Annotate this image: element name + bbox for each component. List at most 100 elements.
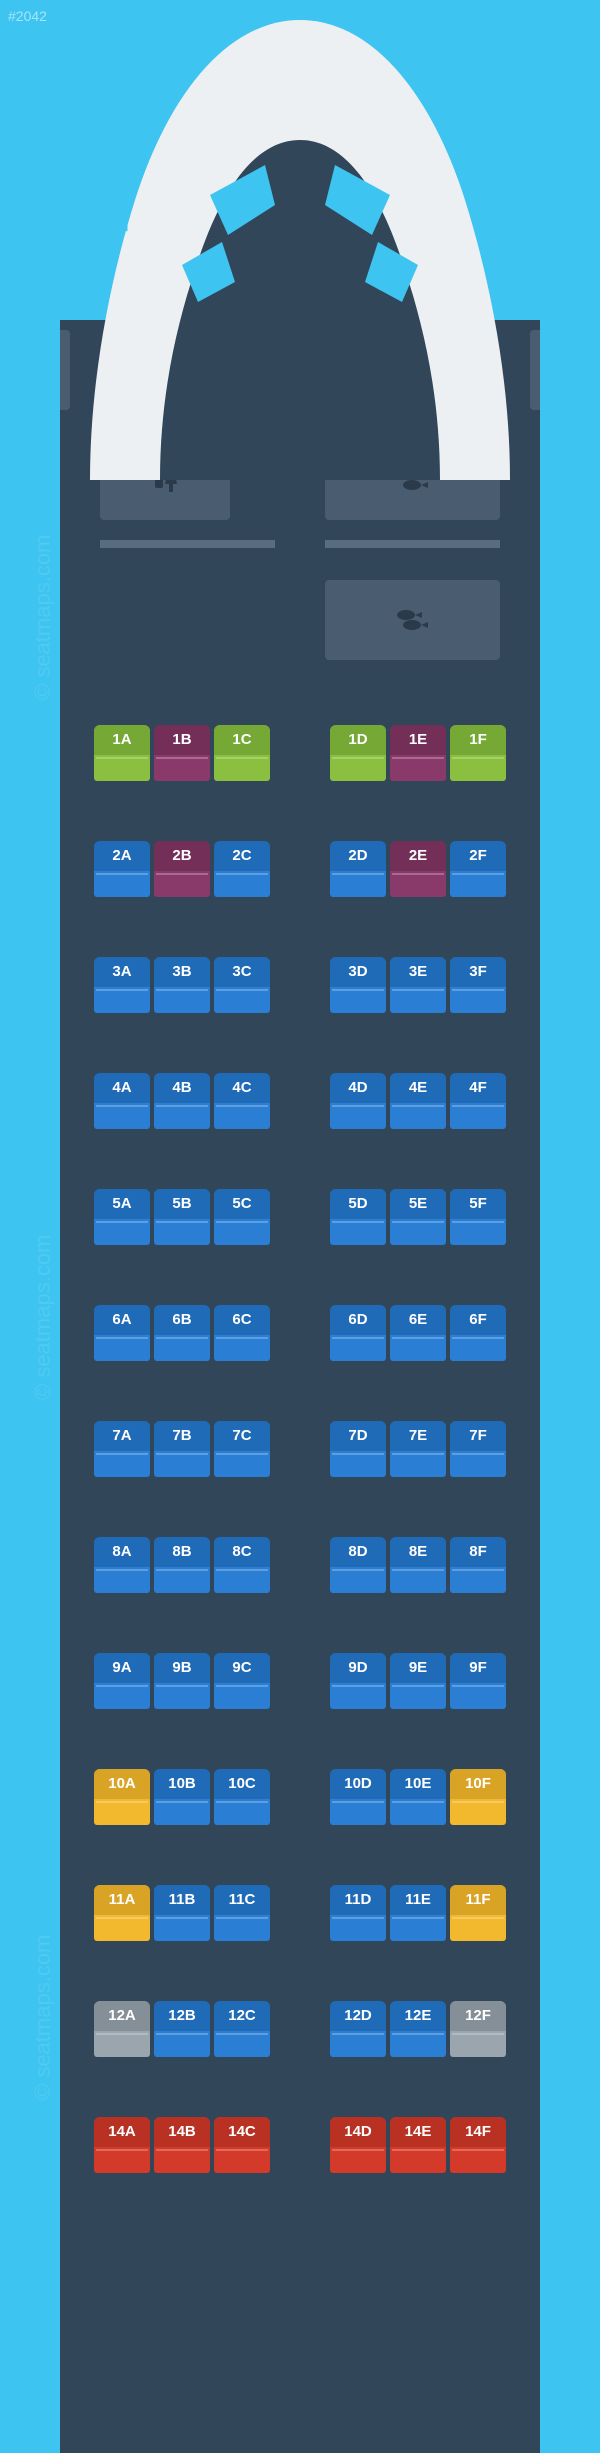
seat-9E[interactable]: 9E — [390, 1653, 446, 1709]
seat-9B[interactable]: 9B — [154, 1653, 210, 1709]
seat-11A[interactable]: 11A — [94, 1885, 150, 1941]
seat-5C[interactable]: 5C — [214, 1189, 270, 1245]
seat-7D[interactable]: 7D — [330, 1421, 386, 1477]
seat-12B[interactable]: 12B — [154, 2001, 210, 2057]
seat-11E[interactable]: 11E — [390, 1885, 446, 1941]
seat-label: 3B — [172, 963, 191, 980]
seat-label: 6D — [348, 1311, 367, 1328]
seat-label: 14D — [344, 2123, 372, 2140]
seat-7C[interactable]: 7C — [214, 1421, 270, 1477]
seat-label: 5D — [348, 1195, 367, 1212]
seat-11D[interactable]: 11D — [330, 1885, 386, 1941]
seat-label: 4C — [232, 1079, 251, 1096]
seat-5D[interactable]: 5D — [330, 1189, 386, 1245]
watermark: © seatmaps.com — [30, 1935, 56, 2100]
seat-1E[interactable]: 1E — [390, 725, 446, 781]
seat-9D[interactable]: 9D — [330, 1653, 386, 1709]
seat-3D[interactable]: 3D — [330, 957, 386, 1013]
seat-4D[interactable]: 4D — [330, 1073, 386, 1129]
seat-label: 9E — [409, 1659, 427, 1676]
seat-10E[interactable]: 10E — [390, 1769, 446, 1825]
seat-12F[interactable]: 12F — [450, 2001, 506, 2057]
seat-5E[interactable]: 5E — [390, 1189, 446, 1245]
seat-1C[interactable]: 1C — [214, 725, 270, 781]
seat-1D[interactable]: 1D — [330, 725, 386, 781]
seat-6C[interactable]: 6C — [214, 1305, 270, 1361]
seat-1A[interactable]: 1A — [94, 725, 150, 781]
seat-3E[interactable]: 3E — [390, 957, 446, 1013]
seat-7E[interactable]: 7E — [390, 1421, 446, 1477]
seat-5F[interactable]: 5F — [450, 1189, 506, 1245]
seat-8C[interactable]: 8C — [214, 1537, 270, 1593]
row-left: 8A8B8C — [94, 1537, 270, 1593]
seat-6A[interactable]: 6A — [94, 1305, 150, 1361]
seat-2C[interactable]: 2C — [214, 841, 270, 897]
seat-9C[interactable]: 9C — [214, 1653, 270, 1709]
seat-8D[interactable]: 8D — [330, 1537, 386, 1593]
seat-14D[interactable]: 14D — [330, 2117, 386, 2173]
seat-11C[interactable]: 11C — [214, 1885, 270, 1941]
seat-9F[interactable]: 9F — [450, 1653, 506, 1709]
seat-6D[interactable]: 6D — [330, 1305, 386, 1361]
seat-10A[interactable]: 10A — [94, 1769, 150, 1825]
seat-8E[interactable]: 8E — [390, 1537, 446, 1593]
seat-10C[interactable]: 10C — [214, 1769, 270, 1825]
seat-label: 7C — [232, 1427, 251, 1444]
seat-9A[interactable]: 9A — [94, 1653, 150, 1709]
seat-6F[interactable]: 6F — [450, 1305, 506, 1361]
seat-2B[interactable]: 2B — [154, 841, 210, 897]
seat-12C[interactable]: 12C — [214, 2001, 270, 2057]
seat-4C[interactable]: 4C — [214, 1073, 270, 1129]
seat-label: 6E — [409, 1311, 427, 1328]
seat-row-14: 14A14B14C 14D 14E14F — [60, 2117, 540, 2173]
seat-6B[interactable]: 6B — [154, 1305, 210, 1361]
seat-row-5: 5A5B5C 5D 5E5F — [60, 1189, 540, 1245]
seat-2E[interactable]: 2E — [390, 841, 446, 897]
seat-3F[interactable]: 3F — [450, 957, 506, 1013]
seat-10B[interactable]: 10B — [154, 1769, 210, 1825]
seat-14E[interactable]: 14E — [390, 2117, 446, 2173]
seat-label: 7F — [469, 1427, 487, 1444]
seat-2F[interactable]: 2F — [450, 841, 506, 897]
row-left: 6A6B6C — [94, 1305, 270, 1361]
seat-8F[interactable]: 8F — [450, 1537, 506, 1593]
seat-label: 12F — [465, 2007, 491, 2024]
seat-4B[interactable]: 4B — [154, 1073, 210, 1129]
seat-8B[interactable]: 8B — [154, 1537, 210, 1593]
seat-label: 11A — [109, 1891, 136, 1908]
seat-2A[interactable]: 2A — [94, 841, 150, 897]
seat-10F[interactable]: 10F — [450, 1769, 506, 1825]
seat-3A[interactable]: 3A — [94, 957, 150, 1013]
watermark: © seatmaps.com — [30, 1235, 56, 1400]
seat-12A[interactable]: 12A — [94, 2001, 150, 2057]
seat-label: 11C — [229, 1891, 256, 1908]
seat-11B[interactable]: 11B — [154, 1885, 210, 1941]
seat-2D[interactable]: 2D — [330, 841, 386, 897]
seat-4F[interactable]: 4F — [450, 1073, 506, 1129]
seat-14B[interactable]: 14B — [154, 2117, 210, 2173]
seat-10D[interactable]: 10D — [330, 1769, 386, 1825]
seat-14F[interactable]: 14F — [450, 2117, 506, 2173]
seat-label: 2D — [348, 847, 367, 864]
seat-12D[interactable]: 12D — [330, 2001, 386, 2057]
seat-label: 9D — [348, 1659, 367, 1676]
seat-5B[interactable]: 5B — [154, 1189, 210, 1245]
seat-14A[interactable]: 14A — [94, 2117, 150, 2173]
seat-4E[interactable]: 4E — [390, 1073, 446, 1129]
seat-1B[interactable]: 1B — [154, 725, 210, 781]
seat-14C[interactable]: 14C — [214, 2117, 270, 2173]
seat-label: 7E — [409, 1427, 427, 1444]
seat-6E[interactable]: 6E — [390, 1305, 446, 1361]
seat-11F[interactable]: 11F — [450, 1885, 506, 1941]
seat-8A[interactable]: 8A — [94, 1537, 150, 1593]
seat-7F[interactable]: 7F — [450, 1421, 506, 1477]
seat-3B[interactable]: 3B — [154, 957, 210, 1013]
seat-5A[interactable]: 5A — [94, 1189, 150, 1245]
row-right: 1D1E1F — [330, 725, 506, 781]
seat-7B[interactable]: 7B — [154, 1421, 210, 1477]
seat-1F[interactable]: 1F — [450, 725, 506, 781]
seat-4A[interactable]: 4A — [94, 1073, 150, 1129]
seat-3C[interactable]: 3C — [214, 957, 270, 1013]
seat-12E[interactable]: 12E — [390, 2001, 446, 2057]
seat-7A[interactable]: 7A — [94, 1421, 150, 1477]
